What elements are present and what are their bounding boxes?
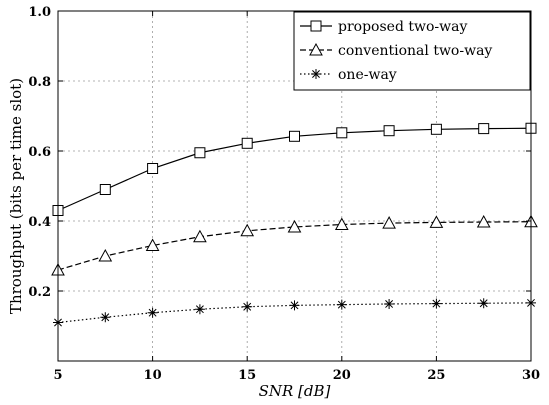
x-tick-label: 25 — [427, 368, 445, 383]
data-point — [194, 304, 205, 315]
data-point — [384, 298, 395, 309]
legend: proposed two-way conventional two-way one-… — [293, 11, 531, 91]
data-point — [193, 229, 207, 243]
series-layer — [51, 122, 538, 328]
legend-item: conventional two-way — [300, 42, 492, 59]
plot-frame — [57, 10, 532, 362]
data-point — [334, 217, 349, 230]
data-point — [478, 123, 490, 135]
data-point — [287, 219, 302, 233]
series-asterisk — [53, 297, 536, 328]
legend-label: conventional two-way — [338, 43, 492, 59]
legend-item: proposed two-way — [300, 19, 467, 35]
data-point — [100, 312, 111, 323]
x-tick-label: 30 — [522, 368, 540, 383]
data-point — [98, 248, 113, 262]
data-point — [383, 125, 395, 137]
x-tick-label: 15 — [238, 368, 256, 383]
data-point — [145, 238, 160, 251]
x-axis-label: SNR [dB] — [259, 382, 331, 400]
data-point — [476, 215, 491, 228]
data-point — [289, 300, 300, 311]
data-point — [147, 307, 158, 318]
data-point — [336, 127, 348, 139]
legend-marker — [311, 69, 321, 79]
data-point — [382, 216, 396, 229]
data-point — [147, 163, 159, 174]
x-tick-label: 10 — [144, 368, 162, 383]
y-tick-label: 0.4 — [28, 215, 51, 230]
data-point — [241, 137, 253, 149]
legend-item: one-way — [300, 67, 397, 83]
data-point — [431, 298, 442, 309]
x-tick-label: 5 — [53, 368, 62, 383]
data-point — [99, 184, 111, 195]
data-point — [240, 223, 255, 237]
data-point — [289, 130, 300, 142]
y-tick-label: 0.8 — [28, 75, 51, 90]
legend-marker — [310, 20, 322, 32]
series-line — [57, 221, 532, 271]
data-point — [242, 301, 253, 312]
y-tick-label: 0.2 — [28, 285, 51, 300]
y-axis-label: Throughput (bits per time slot) — [7, 78, 25, 314]
data-point — [336, 299, 347, 310]
series-triangle — [51, 214, 538, 276]
data-point — [478, 298, 489, 309]
data-point — [430, 123, 442, 135]
tick-labels: 5 10 15 20 25 30 0.2 0.4 0.6 0.8 1.0 — [28, 5, 540, 383]
data-point — [194, 147, 206, 159]
series-square — [52, 122, 537, 216]
x-tick-label: 20 — [333, 368, 351, 383]
y-tick-label: 1.0 — [28, 5, 51, 20]
legend-label: proposed two-way — [338, 19, 467, 35]
y-tick-label: 0.6 — [28, 145, 51, 160]
legend-box — [293, 11, 531, 91]
legend-label: one-way — [338, 67, 397, 83]
legend-marker — [309, 42, 323, 56]
data-point — [429, 215, 444, 228]
